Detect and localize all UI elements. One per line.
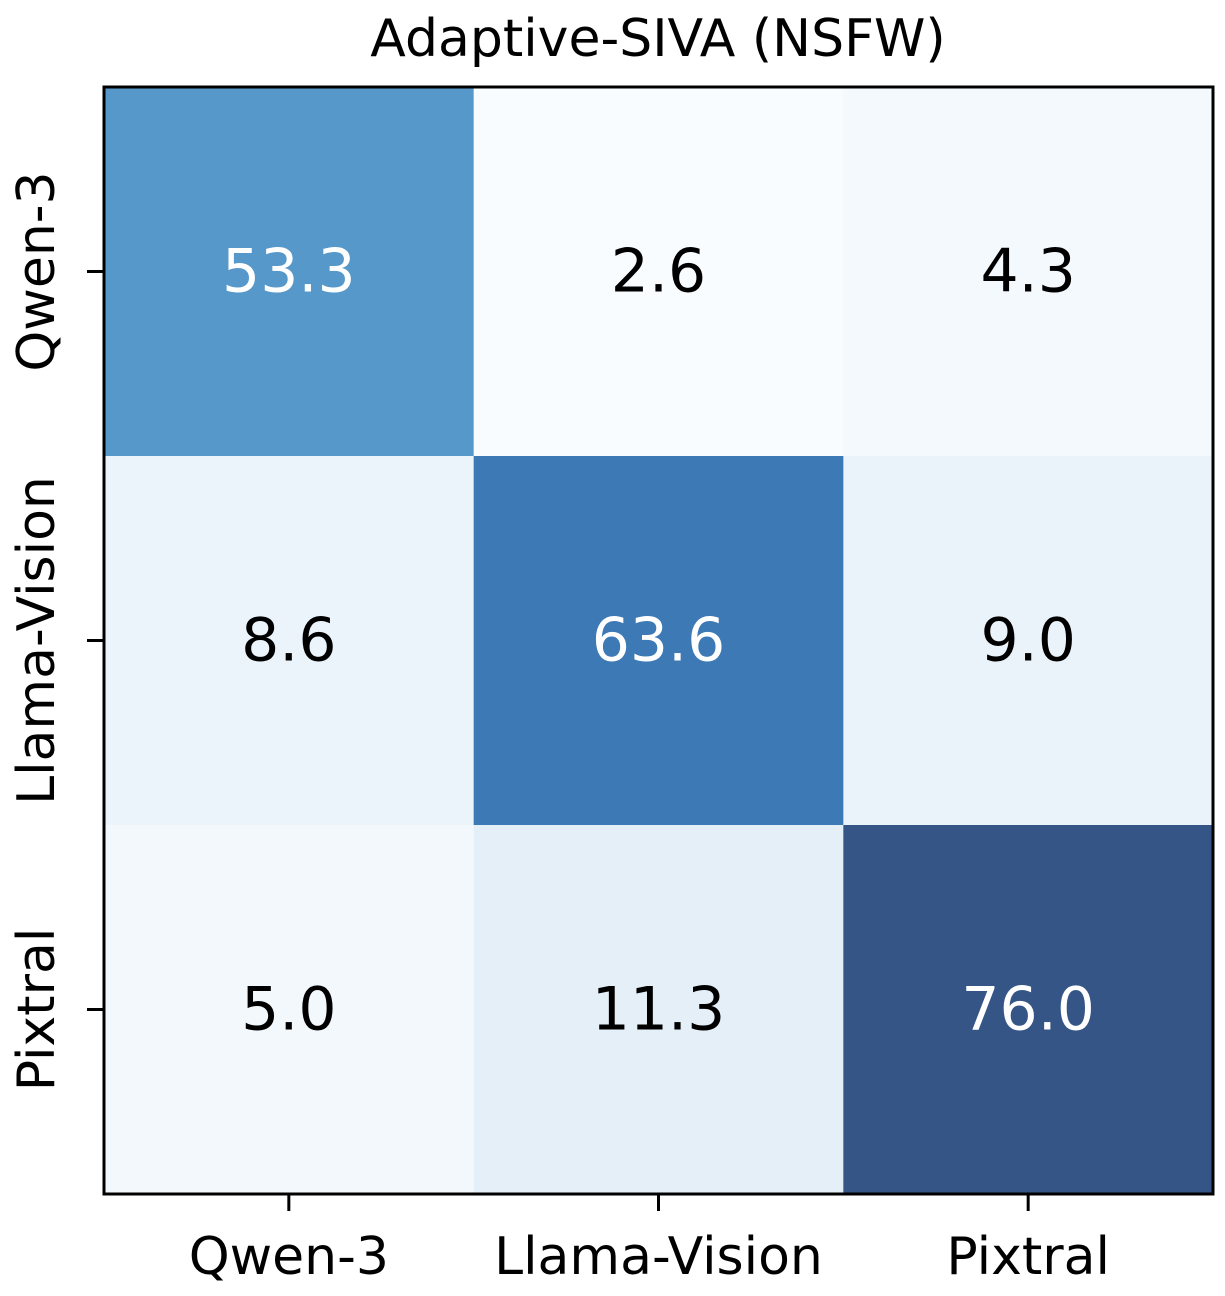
y-axis: Qwen-3 Llama-Vision Pixtral — [7, 171, 104, 1091]
heatmap-cell — [843, 825, 1214, 1195]
heatmap-cell — [104, 87, 475, 457]
heatmap-cell-label: 11.3 — [592, 975, 726, 1045]
heatmap-cell — [473, 825, 844, 1195]
y-tick-label: Pixtral — [7, 928, 67, 1092]
y-tick-label: Qwen-3 — [7, 171, 67, 371]
x-axis: Qwen-3 Llama-Vision Pixtral — [189, 1194, 1110, 1287]
y-tick-label: Llama-Vision — [7, 476, 67, 805]
x-tick-label: Llama-Vision — [494, 1227, 823, 1287]
heatmap-cell — [843, 456, 1214, 826]
heatmap-cell-label: 4.3 — [980, 237, 1075, 307]
heatmap-cell — [104, 456, 475, 826]
heatmap-cell — [843, 87, 1214, 457]
heatmap-cell-label: 5.0 — [241, 975, 336, 1045]
heatmap-cell-label: 76.0 — [961, 975, 1095, 1045]
heatmap-cell-label: 8.6 — [241, 606, 336, 676]
chart-title: Adaptive-SIVA (NSFW) — [370, 9, 945, 69]
heatmap-cell — [473, 87, 844, 457]
heatmap-cell — [104, 825, 475, 1195]
heatmap-cell-labels: 53.3 2.6 4.3 8.6 63.6 9.0 5.0 11.3 76.0 — [222, 237, 1095, 1045]
heatmap-cell — [473, 456, 844, 826]
x-tick-label: Qwen-3 — [189, 1227, 389, 1287]
x-tick-label: Pixtral — [946, 1227, 1110, 1287]
heatmap-cell-label: 63.6 — [592, 606, 726, 676]
heatmap-cell-label: 2.6 — [611, 237, 706, 307]
heatmap-cell-label: 9.0 — [980, 606, 1075, 676]
heatmap-cells — [104, 87, 1214, 1195]
heatmap-cell-label: 53.3 — [222, 237, 356, 307]
